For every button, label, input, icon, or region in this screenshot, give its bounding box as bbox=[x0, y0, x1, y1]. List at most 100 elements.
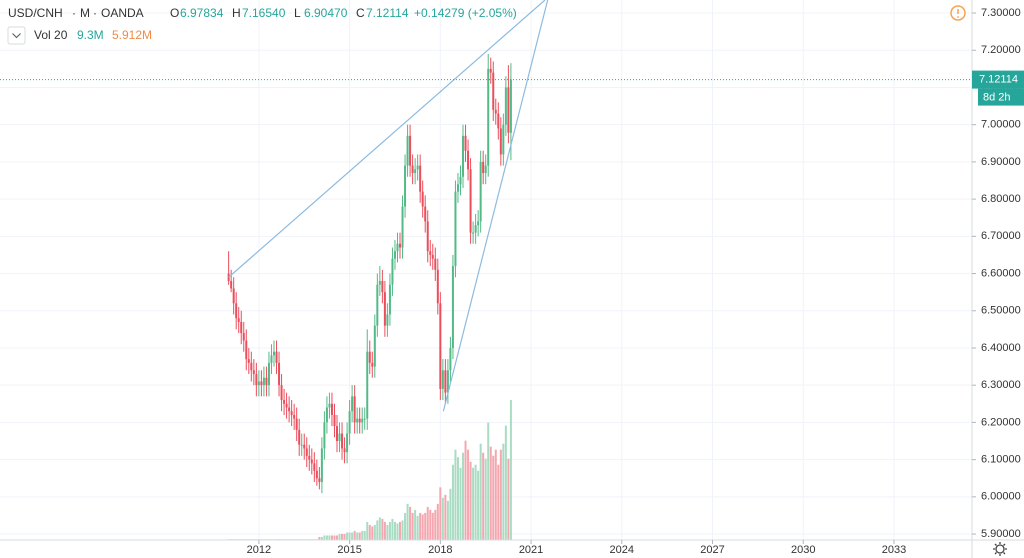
candle-body bbox=[346, 433, 349, 453]
volume-bar bbox=[333, 535, 336, 540]
candle-body bbox=[441, 370, 444, 389]
volume-bar bbox=[366, 521, 369, 540]
y-tick-label: 6.90000 bbox=[981, 156, 1021, 168]
volume-bar bbox=[421, 514, 424, 540]
candle-body bbox=[419, 165, 422, 192]
candle-body bbox=[414, 169, 417, 174]
volume-bar bbox=[318, 536, 321, 540]
ohlc-legend: O 6.97834 H 7.16540 L 6.90470 C 7.12114 +0.14279… bbox=[170, 6, 517, 20]
x-tick-label: 2027 bbox=[700, 544, 724, 556]
volume-bar bbox=[434, 509, 437, 540]
volume-bar bbox=[386, 524, 389, 540]
collapse-button[interactable] bbox=[7, 26, 26, 45]
candle-body bbox=[313, 463, 316, 471]
candle-body bbox=[245, 340, 248, 360]
axes: 5.90000 6.00000 6.10000 6.20000 6.30000 6.400… bbox=[247, 7, 1024, 556]
candle-body bbox=[230, 280, 233, 289]
candle-body bbox=[371, 362, 374, 367]
y-tick-label: 6.60000 bbox=[981, 267, 1021, 279]
candle-body bbox=[285, 403, 288, 408]
candle-body bbox=[235, 303, 238, 319]
volume-bar bbox=[371, 526, 374, 540]
legend-label: C bbox=[356, 6, 365, 20]
x-tick-label: 2012 bbox=[247, 544, 271, 556]
volume-title: Vol 20 bbox=[34, 28, 68, 42]
volume-bar bbox=[404, 512, 407, 540]
volume-bar bbox=[477, 470, 480, 540]
candle-body bbox=[388, 284, 391, 315]
volume-bar bbox=[363, 530, 366, 540]
candle-body bbox=[308, 455, 311, 460]
volume-bar bbox=[426, 506, 429, 540]
alert-icon[interactable] bbox=[950, 5, 966, 21]
volume-bar bbox=[328, 535, 331, 540]
candle-body bbox=[262, 377, 265, 386]
countdown-label: 8d 2h bbox=[983, 91, 1011, 103]
y-tick-label: 7.30000 bbox=[981, 7, 1021, 19]
volume bbox=[227, 400, 512, 540]
last-price-label: 7.12114 bbox=[979, 73, 1018, 85]
candle-body bbox=[295, 418, 298, 430]
y-tick-label: 6.80000 bbox=[981, 193, 1021, 205]
y-tick-label: 6.30000 bbox=[981, 379, 1021, 391]
candle-body bbox=[484, 165, 487, 174]
candle-body bbox=[378, 280, 381, 285]
volume-bar bbox=[411, 512, 414, 540]
candle-body bbox=[426, 221, 429, 252]
x-tick-label: 2015 bbox=[337, 544, 361, 556]
volume-bar bbox=[474, 464, 477, 540]
candle-body bbox=[409, 135, 412, 166]
volume-bar bbox=[462, 452, 465, 540]
candle-body bbox=[504, 87, 507, 125]
volume-bar bbox=[416, 515, 419, 540]
legend-value: 7.16540 bbox=[242, 6, 286, 20]
separator: · bbox=[72, 6, 76, 20]
candle-body bbox=[265, 377, 268, 386]
volume-bar bbox=[320, 536, 323, 540]
candle-body bbox=[240, 321, 243, 334]
volume-bar bbox=[507, 458, 510, 540]
candle-body bbox=[497, 113, 500, 129]
volume-bar bbox=[346, 532, 349, 540]
candle-body bbox=[351, 396, 354, 412]
volume-bar bbox=[464, 440, 467, 540]
volume-bar bbox=[338, 533, 341, 540]
candle-body bbox=[482, 161, 485, 174]
candle-body bbox=[396, 243, 399, 252]
overlay: USD/CNH · M · OANDA O 6.97834 H 7.16540 L 6.9… bbox=[7, 5, 1007, 556]
candle-body bbox=[275, 351, 278, 363]
volume-bar bbox=[336, 535, 339, 540]
volume-bar bbox=[449, 488, 452, 540]
countdown-box bbox=[978, 88, 1024, 106]
interval: M bbox=[80, 6, 90, 20]
candle-body bbox=[454, 191, 457, 267]
settings-icon[interactable] bbox=[995, 544, 1005, 554]
candle-body bbox=[257, 381, 260, 386]
x-tick-label: 2024 bbox=[610, 544, 634, 556]
x-tick-label: 2021 bbox=[519, 544, 543, 556]
candle-body bbox=[499, 128, 502, 155]
legend-label: H bbox=[232, 6, 241, 20]
candle-body bbox=[404, 165, 407, 207]
candle-body bbox=[361, 418, 364, 423]
candle-body bbox=[502, 124, 505, 155]
candle-body bbox=[487, 68, 490, 166]
candle-body bbox=[293, 414, 296, 419]
volume-bar bbox=[497, 464, 500, 540]
candle-body bbox=[353, 396, 356, 423]
candle-body bbox=[434, 258, 437, 270]
volume-bar bbox=[353, 530, 356, 540]
candle-body bbox=[270, 355, 273, 363]
candle-body bbox=[507, 87, 510, 133]
last-price-box bbox=[972, 70, 1024, 89]
candle-body bbox=[310, 459, 313, 464]
candle-body bbox=[462, 135, 465, 177]
candle-body bbox=[464, 135, 467, 151]
y-tick-label: 6.10000 bbox=[981, 454, 1021, 466]
candle-body bbox=[449, 347, 452, 371]
candle-body bbox=[444, 370, 447, 393]
candle-body bbox=[323, 422, 326, 449]
candle-body bbox=[252, 370, 255, 375]
